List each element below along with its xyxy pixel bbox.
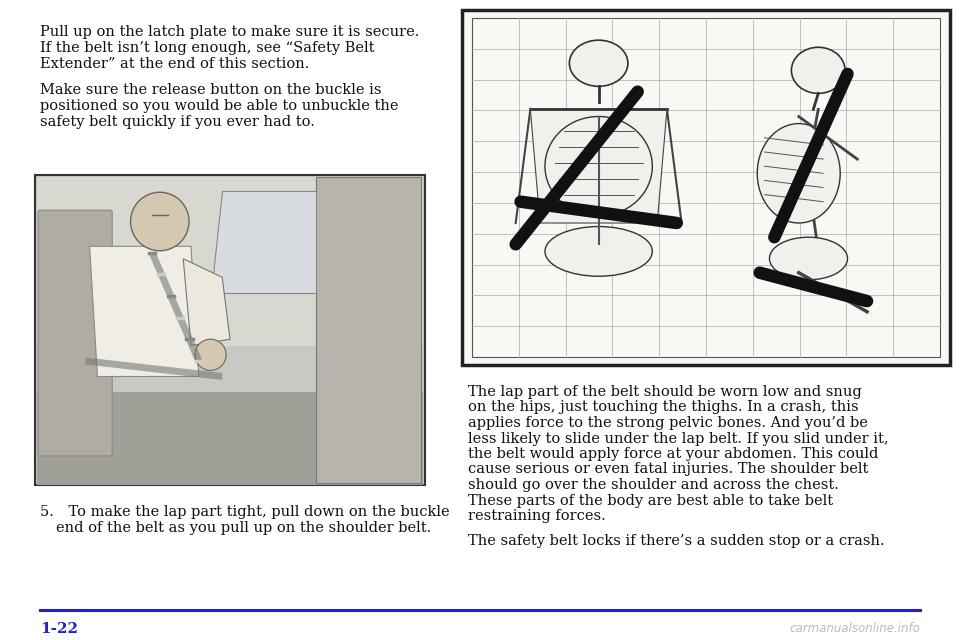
Text: 5. To make the lap part tight, pull down on the buckle: 5. To make the lap part tight, pull down… — [40, 505, 449, 519]
Polygon shape — [89, 246, 199, 376]
Ellipse shape — [545, 116, 652, 216]
Text: Make sure the release button on the buckle is: Make sure the release button on the buck… — [40, 83, 381, 97]
Text: If the belt isn’t long enough, see “Safety Belt: If the belt isn’t long enough, see “Safe… — [40, 41, 374, 55]
Text: end of the belt as you pull up on the shoulder belt.: end of the belt as you pull up on the sh… — [56, 521, 431, 535]
Text: restraining forces.: restraining forces. — [468, 509, 606, 523]
Ellipse shape — [757, 124, 840, 223]
Bar — [462, 10, 950, 365]
Bar — [35, 175, 425, 485]
Ellipse shape — [791, 47, 845, 93]
Polygon shape — [183, 259, 230, 346]
Bar — [37, 177, 423, 346]
Ellipse shape — [569, 40, 628, 86]
Text: cause serious or even fatal injuries. The shoulder belt: cause serious or even fatal injuries. Th… — [468, 463, 869, 477]
Text: These parts of the body are best able to take belt: These parts of the body are best able to… — [468, 493, 833, 508]
Text: should go over the shoulder and across the chest.: should go over the shoulder and across t… — [468, 478, 839, 492]
Circle shape — [131, 192, 189, 251]
Ellipse shape — [545, 227, 652, 276]
Text: less likely to slide under the lap belt. If you slid under it,: less likely to slide under the lap belt.… — [468, 431, 889, 445]
FancyBboxPatch shape — [38, 210, 112, 456]
Text: Extender” at the end of this section.: Extender” at the end of this section. — [40, 57, 309, 71]
Text: safety belt quickly if you ever had to.: safety belt quickly if you ever had to. — [40, 115, 315, 129]
Text: Pull up on the latch plate to make sure it is secure.: Pull up on the latch plate to make sure … — [40, 25, 420, 39]
Text: applies force to the strong pelvic bones. And you’d be: applies force to the strong pelvic bones… — [468, 416, 868, 430]
Bar — [37, 392, 423, 485]
Text: 1-22: 1-22 — [40, 622, 78, 636]
Polygon shape — [530, 109, 667, 223]
Text: The lap part of the belt should be worn low and snug: The lap part of the belt should be worn … — [468, 385, 862, 399]
Text: carmanualsonline.info: carmanualsonline.info — [789, 622, 920, 635]
Polygon shape — [210, 191, 316, 293]
Bar — [316, 177, 421, 483]
Text: on the hips, just touching the thighs. In a crash, this: on the hips, just touching the thighs. I… — [468, 401, 858, 415]
Text: The safety belt locks if there’s a sudden stop or a crash.: The safety belt locks if there’s a sudde… — [468, 534, 884, 548]
Text: the belt would apply force at your abdomen. This could: the belt would apply force at your abdom… — [468, 447, 878, 461]
Bar — [472, 18, 940, 357]
Text: positioned so you would be able to unbuckle the: positioned so you would be able to unbuc… — [40, 99, 398, 113]
Circle shape — [195, 339, 227, 371]
Ellipse shape — [770, 237, 848, 280]
